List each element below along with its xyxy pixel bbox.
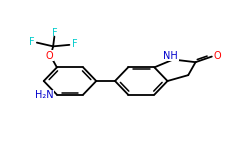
- Text: O: O: [46, 51, 53, 61]
- Text: F: F: [72, 39, 78, 49]
- Text: O: O: [214, 51, 221, 61]
- Text: F: F: [28, 37, 34, 47]
- Text: F: F: [52, 28, 57, 38]
- Text: NH: NH: [163, 51, 178, 61]
- Text: H₂N: H₂N: [34, 90, 53, 100]
